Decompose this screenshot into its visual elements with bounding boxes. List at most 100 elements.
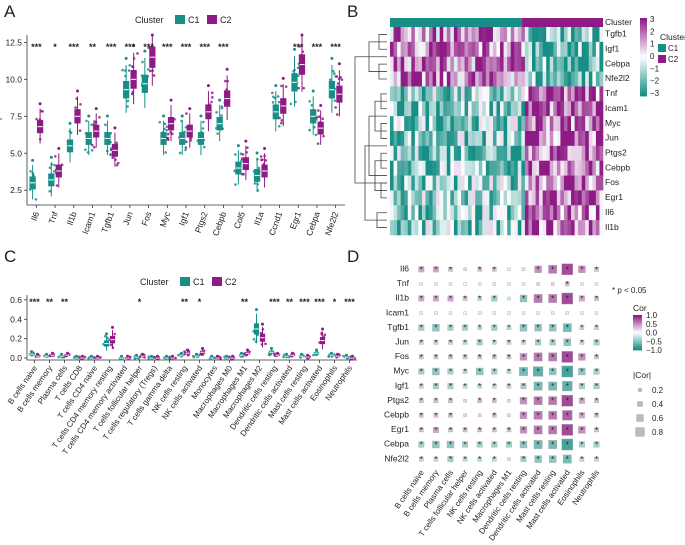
heatmap-cell [599, 116, 604, 132]
y-axis-title: Gene expression [0, 86, 2, 154]
heatmap-cell [581, 160, 586, 176]
corr-cell [507, 282, 511, 286]
heatmap-cell [514, 86, 519, 102]
heatmap-cell [475, 220, 480, 236]
corr-scale-step [633, 319, 642, 322]
heatmap-cell [556, 145, 561, 162]
outlier-point [285, 352, 288, 356]
heatmap-cell [528, 131, 533, 147]
data-point [79, 102, 82, 106]
corr-significance-star: * [478, 368, 481, 377]
legend-title: Cluster [135, 15, 164, 25]
data-point [147, 68, 150, 71]
heatmap-cell [553, 190, 558, 206]
heatmap-cell [407, 205, 412, 221]
heatmap-cell [521, 116, 526, 132]
data-point [234, 153, 237, 156]
significance-mark: *** [299, 297, 310, 307]
heatmap-cell [443, 160, 448, 176]
heatmap-cell [471, 56, 476, 72]
heatmap-cell [585, 101, 590, 117]
heatmap-cell [500, 27, 504, 43]
heatmap-cell [539, 145, 543, 162]
corr-cell [519, 397, 528, 405]
significance-mark: *** [69, 42, 80, 52]
corr-cell [463, 311, 467, 315]
color-scale-step [640, 23, 647, 27]
color-scale-tick: 2 [650, 27, 655, 36]
heatmap-cell [468, 190, 472, 206]
heatmap-cell [418, 220, 423, 236]
corr-cell [432, 324, 440, 332]
outlier-point [255, 308, 258, 312]
heatmap-cell [421, 101, 426, 117]
corr-cell [548, 352, 558, 362]
corr-scale-step [633, 326, 642, 329]
corr-significance-star: * [464, 324, 467, 333]
heatmap-cell [432, 205, 437, 221]
heatmap-cell [521, 27, 526, 43]
data-point [202, 120, 205, 124]
x-tick-label: Ccnd1 [267, 210, 285, 237]
heatmap-cell [521, 160, 526, 176]
data-point [260, 158, 263, 162]
corr-significance-star: * [580, 455, 583, 464]
heatmap-cell [500, 101, 504, 117]
y-tick-label: 12.5 [5, 37, 22, 47]
heatmap-cell [595, 160, 600, 176]
heatmap-cell [475, 190, 480, 206]
heatmap-cell [535, 145, 540, 162]
heatmap-cell [510, 86, 515, 102]
color-scale-tick: −1 [650, 64, 660, 73]
corr-significance-star: * [551, 295, 554, 304]
corr-significance-star: * [566, 426, 569, 435]
heatmap-cell [560, 220, 565, 236]
corr-cell [419, 456, 424, 462]
heatmap-row-label: Igf1 [605, 44, 619, 54]
heatmap-cell [475, 41, 480, 58]
corr-row-label: Myc [393, 366, 409, 376]
outlier-point [300, 33, 304, 37]
y-tick-label: 0.4 [10, 314, 22, 324]
significance-mark: ** [241, 297, 249, 307]
heatmap-cell [592, 160, 597, 176]
heatmap-cell [425, 56, 430, 72]
heatmap-cell [574, 116, 579, 132]
heatmap-cell [496, 27, 501, 43]
y-tick-label: 2.5 [10, 185, 22, 195]
color-scale-step [640, 37, 647, 40]
color-scale-step [640, 41, 647, 44]
heatmap-cell [528, 205, 533, 221]
heatmap-cell [482, 205, 487, 221]
heatmap-cell [436, 71, 440, 87]
heatmap-cell [439, 160, 444, 176]
heatmap-cell [581, 27, 586, 43]
corr-significance-star: * [551, 397, 554, 406]
corr-significance-star: * [551, 368, 554, 377]
corr-significance-star: * [478, 441, 481, 450]
heatmap-cell [500, 175, 504, 191]
heatmap-cell [468, 56, 472, 72]
heatmap-cell [549, 205, 554, 221]
data-point [54, 155, 57, 158]
corr-significance-star: * [478, 397, 481, 406]
heatmap-cell [539, 86, 543, 102]
heatmap-cell [507, 56, 511, 72]
corr-cell [476, 367, 484, 376]
heatmap-cell [532, 190, 536, 206]
corr-scale-step [633, 327, 642, 330]
heatmap-cell [443, 27, 448, 43]
outlier-point [57, 147, 61, 151]
corr-cell [507, 267, 511, 271]
corr-significance-star: * [580, 338, 583, 347]
corr-cell [491, 324, 498, 331]
heatmap-cell [446, 175, 451, 191]
heatmap-cell [489, 175, 494, 191]
outlier-point [231, 354, 234, 358]
heatmap-cell [503, 190, 508, 206]
heatmap-cell [446, 41, 451, 58]
corr-significance-star: * [464, 382, 467, 391]
heatmap-cell [464, 131, 469, 147]
corr-significance-star: * [522, 295, 525, 304]
